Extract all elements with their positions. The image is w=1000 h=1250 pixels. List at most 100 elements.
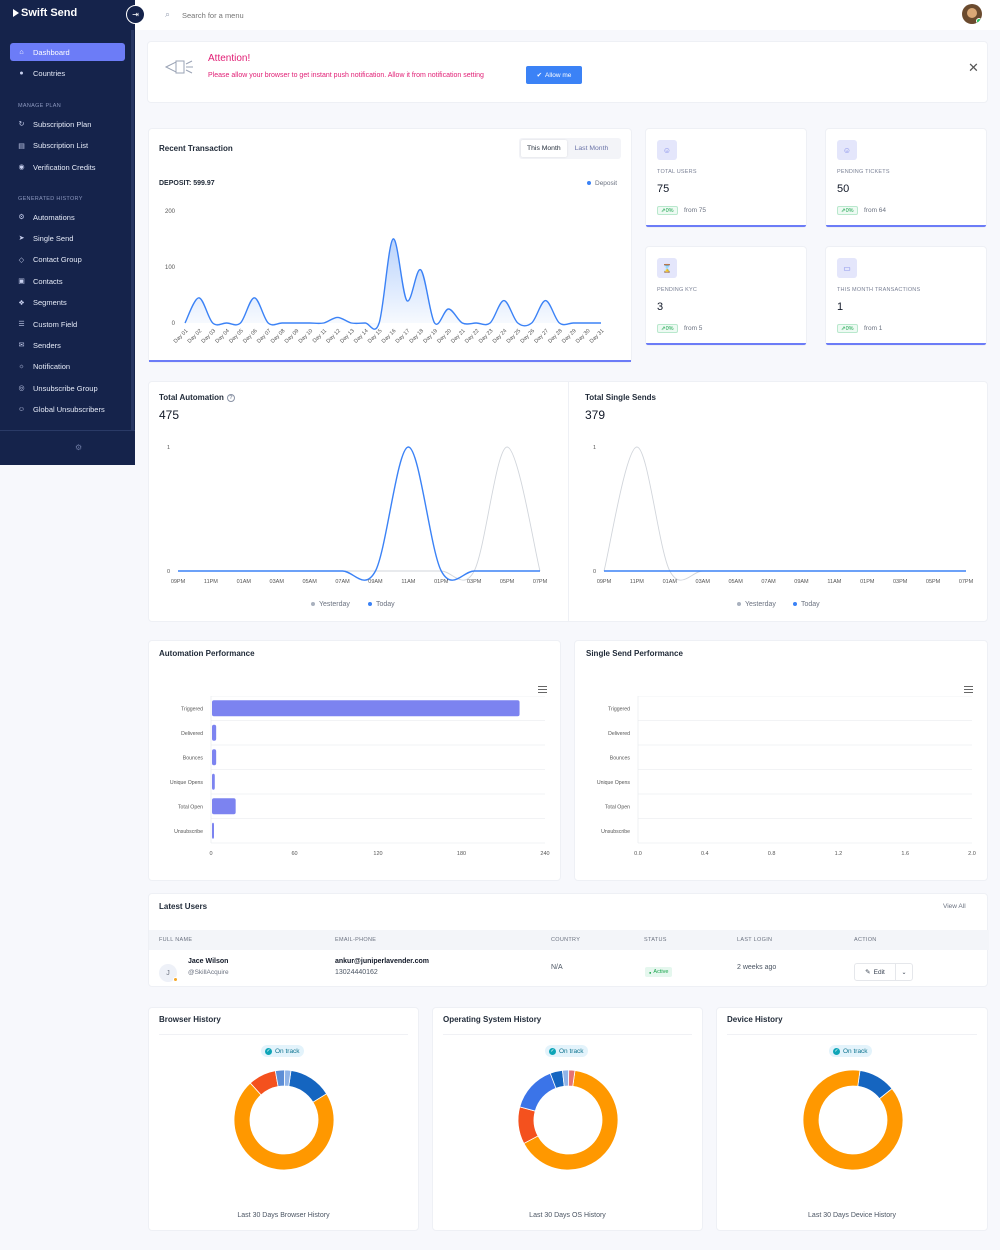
x-tick-label: 60 bbox=[291, 851, 297, 857]
legend-today-single[interactable]: Today bbox=[793, 601, 820, 608]
on-track-badge: ✓ On track bbox=[545, 1045, 588, 1057]
sidebar-item-countries[interactable]: ● Countries bbox=[10, 65, 125, 83]
sidebar-item-senders[interactable]: ✉ Senders bbox=[10, 336, 125, 354]
recent-transaction-title: Recent Transaction bbox=[159, 144, 233, 153]
avatar[interactable] bbox=[962, 4, 982, 24]
y-tick-label: 200 bbox=[165, 209, 176, 215]
bar-unsubscribe bbox=[212, 822, 214, 839]
single-send-performance-title: Single Send Performance bbox=[586, 649, 683, 658]
sidebar-item-label: Automations bbox=[33, 212, 75, 222]
total-single-sends-value: 379 bbox=[585, 408, 606, 422]
column-header: ACTION bbox=[854, 937, 877, 943]
sidebar-scrollbar[interactable] bbox=[131, 30, 134, 430]
x-tick-label: Day 06 bbox=[242, 328, 259, 345]
sidebar-item-global-unsubscribers[interactable]: ☺ Global Unsubscribers bbox=[10, 401, 125, 419]
online-status-dot bbox=[976, 18, 982, 24]
sidebar-item-single-send[interactable]: ➤ Single Send bbox=[10, 229, 125, 247]
group-icon: ◎ bbox=[18, 385, 25, 393]
legend-yesterday-single[interactable]: Yesterday bbox=[737, 601, 776, 608]
tab-last-month[interactable]: Last Month bbox=[574, 145, 609, 152]
x-tick-label: Day 07 bbox=[256, 328, 273, 345]
os-donut-chart bbox=[517, 1069, 619, 1171]
sidebar-item-notification[interactable]: ☼ Notification bbox=[10, 358, 125, 376]
sidebar-item-unsubscribe-group[interactable]: ◎ Unsubscribe Group bbox=[10, 379, 125, 397]
x-tick-label: 03PM bbox=[893, 579, 908, 585]
x-tick-label: 09AM bbox=[794, 579, 809, 585]
action-dropdown-chevron-icon[interactable]: ⌄ bbox=[901, 969, 907, 976]
sidebar-divider bbox=[0, 430, 135, 431]
sidebar-item-label: Segments bbox=[33, 298, 67, 308]
category-label: Bounces bbox=[183, 755, 204, 761]
help-icon[interactable]: ? bbox=[226, 393, 235, 402]
x-tick-label: Day 10 bbox=[298, 328, 315, 345]
automation-performance-bar-chart: Triggered Delivered Bounces Unique Opens Tot… bbox=[170, 696, 550, 857]
stat-value: 1 bbox=[837, 301, 844, 313]
sidebar-item-segments[interactable]: ❖ Segments bbox=[10, 294, 125, 312]
chart-menu-icon[interactable] bbox=[538, 686, 547, 693]
x-tick-label: Day 17 bbox=[395, 328, 412, 345]
donut-slice bbox=[802, 1069, 904, 1171]
table-header bbox=[149, 930, 989, 950]
sidebar-item-contacts[interactable]: ▣ Contacts bbox=[10, 272, 125, 290]
stat-change-badge: ⇗ 0% bbox=[837, 324, 858, 333]
legend-today-automation[interactable]: Today bbox=[368, 601, 395, 608]
sidebar-item-contact-group[interactable]: ◇ Contact Group bbox=[10, 251, 125, 269]
sidebar-item-custom-field[interactable]: ☰ Custom Field bbox=[10, 315, 125, 333]
check-icon: ✓ bbox=[549, 1047, 556, 1055]
edit-button[interactable]: ✎ Edit bbox=[855, 964, 896, 980]
sidebar-item-label: Single Send bbox=[33, 233, 74, 243]
allow-me-button[interactable]: ✔ Allow me bbox=[526, 66, 582, 84]
column-header: EMAIL-PHONE bbox=[335, 937, 377, 943]
category-label: Triggered bbox=[608, 706, 630, 712]
legend-yesterday-automation[interactable]: Yesterday bbox=[311, 601, 350, 608]
x-tick-label: 07AM bbox=[761, 579, 776, 585]
brand-logo[interactable]: Swift Send bbox=[13, 7, 77, 19]
megaphone-icon bbox=[164, 60, 193, 74]
user-icon: ☺ bbox=[657, 140, 677, 160]
automation-performance-card: Automation Performance Triggered Delivere… bbox=[148, 640, 561, 881]
x-tick-label: 1.6 bbox=[901, 851, 909, 857]
brand-name: Swift Send bbox=[21, 7, 78, 19]
settings-gear-icon[interactable]: ⚙ bbox=[75, 443, 83, 452]
hourglass-icon: ⌛ bbox=[657, 258, 677, 278]
stat-card-total-users: ☺ TOTAL USERS 75 ⇗ 0% from 75 bbox=[645, 128, 807, 228]
close-icon[interactable]: ✕ bbox=[968, 60, 979, 75]
view-all-link[interactable]: View All bbox=[943, 903, 966, 910]
sidebar-item-subscription-list[interactable]: ▤ Subscription List bbox=[10, 137, 125, 155]
stat-from: from 64 bbox=[864, 207, 887, 214]
x-tick-label: Day 02 bbox=[187, 328, 204, 345]
legend-deposit[interactable]: Deposit bbox=[587, 180, 617, 187]
x-tick-label: 03AM bbox=[696, 579, 711, 585]
search-input[interactable] bbox=[182, 8, 382, 22]
x-tick-label: Day 09 bbox=[284, 328, 301, 345]
sidebar-item-automations[interactable]: ⚙ Automations bbox=[10, 208, 125, 226]
y-tick-label: 1 bbox=[593, 445, 596, 451]
stat-from: from 75 bbox=[684, 207, 707, 214]
topbar: ⌕ bbox=[135, 0, 1000, 30]
stat-from: from 5 bbox=[684, 325, 703, 332]
x-tick-label: Day 30 bbox=[575, 328, 592, 345]
single-send-performance-bar-chart: Triggered Delivered Bounces Unique Opens Tot… bbox=[597, 696, 976, 857]
x-tick-label: Day 22 bbox=[464, 328, 481, 345]
user-avatar[interactable]: J bbox=[159, 964, 178, 982]
sidebar-item-label: Custom Field bbox=[33, 319, 78, 329]
x-tick-label: 11PM bbox=[630, 579, 644, 585]
segments-icon: ❖ bbox=[18, 299, 25, 307]
user-icon: ☺ bbox=[837, 140, 857, 160]
sidebar-collapse-button[interactable]: ⇥ bbox=[126, 5, 145, 24]
attention-title: Attention! bbox=[208, 53, 251, 64]
x-tick-label: 07PM bbox=[959, 579, 974, 585]
sidebar-item-verification-credits[interactable]: ◉ Verification Credits bbox=[10, 158, 125, 176]
x-tick-label: 09AM bbox=[368, 579, 383, 585]
sidebar-item-dashboard[interactable]: ⌂ Dashboard bbox=[10, 43, 125, 61]
users-icon: ☺ bbox=[17, 406, 26, 414]
chart-menu-icon[interactable] bbox=[964, 686, 973, 693]
sidebar-item-subscription-plan[interactable]: ↻ Subscription Plan bbox=[10, 115, 125, 133]
x-tick-label: 05PM bbox=[926, 579, 941, 585]
tab-this-month[interactable]: This Month bbox=[521, 140, 567, 157]
sidebar-item-label: Countries bbox=[33, 69, 66, 78]
sidebar: Swift Send ⌂ Dashboard ● Countries MANAGE P… bbox=[0, 0, 135, 465]
column-header: FULL NAME bbox=[159, 937, 193, 943]
x-tick-label: 05AM bbox=[302, 579, 317, 585]
